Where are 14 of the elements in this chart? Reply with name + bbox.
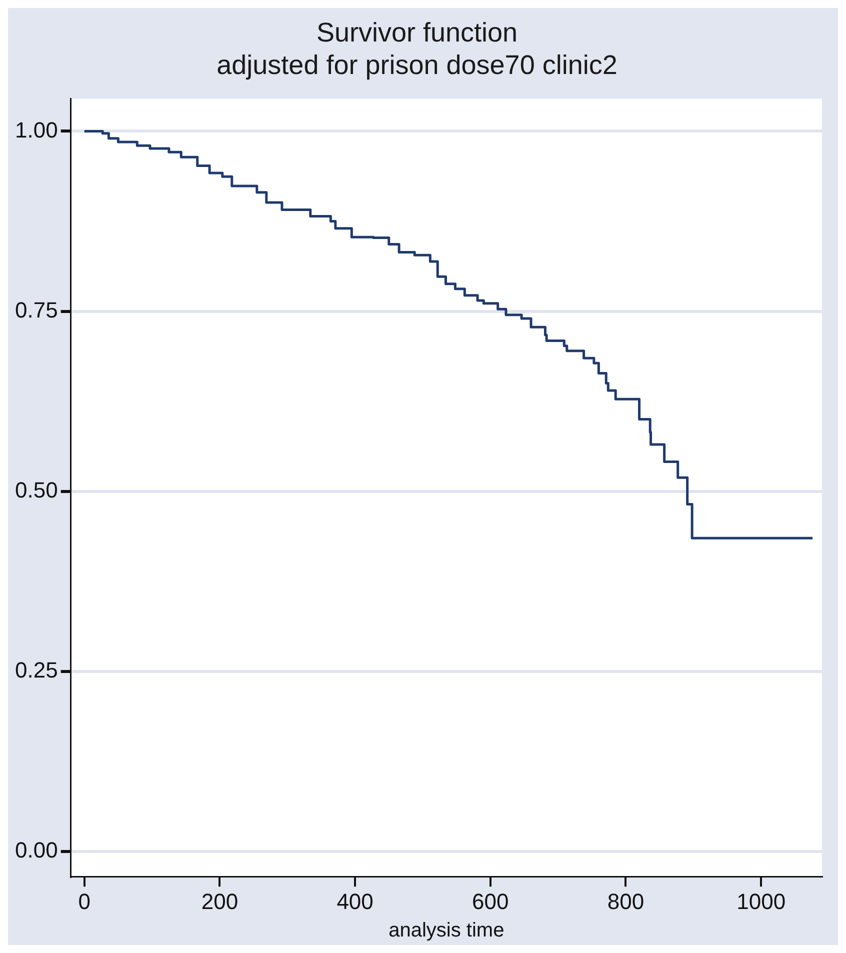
y-tick-label: 0.50: [14, 477, 58, 502]
x-tick-label: 200: [201, 888, 238, 914]
x-tick-label: 1000: [736, 888, 786, 914]
x-tick-label: 400: [336, 888, 374, 914]
chart-subtitle: adjusted for prison dose70 clinic2: [216, 50, 618, 80]
x-axis-title: analysis time: [388, 920, 504, 942]
x-tick-label: 0: [78, 888, 90, 914]
x-tick-label: 800: [607, 888, 644, 914]
chart-title: Survivor function: [316, 18, 518, 48]
y-tick-label: 1.00: [14, 117, 58, 142]
y-tick-label: 0.00: [14, 837, 58, 862]
x-tick-label: 600: [472, 888, 509, 914]
y-tick-label: 0.75: [14, 297, 58, 322]
y-tick-label: 0.25: [14, 657, 58, 682]
